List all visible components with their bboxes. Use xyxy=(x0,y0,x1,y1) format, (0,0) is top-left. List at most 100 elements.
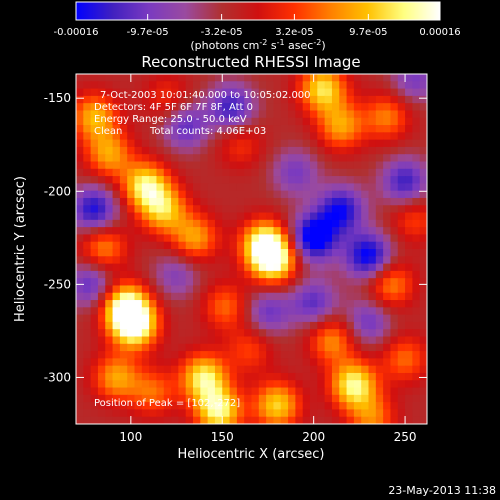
heatmap-cell xyxy=(222,219,231,228)
heatmap-cell xyxy=(214,241,223,250)
heatmap-cell xyxy=(419,81,427,90)
heatmap-cell xyxy=(76,292,84,301)
heatmap-cell xyxy=(149,81,158,90)
heatmap-cell xyxy=(368,402,377,411)
heatmap-cell xyxy=(105,125,114,133)
heatmap-cell xyxy=(353,256,362,265)
heatmap-cell xyxy=(280,110,289,119)
heatmap-cell xyxy=(185,336,194,345)
heatmap-cell xyxy=(163,372,172,381)
heatmap-cell xyxy=(412,132,421,141)
heatmap-cell xyxy=(236,358,245,367)
heatmap-cell xyxy=(266,139,275,148)
heatmap-cell xyxy=(375,256,384,265)
heatmap-cell xyxy=(156,205,165,214)
heatmap-cell xyxy=(288,81,296,90)
heatmap-cell xyxy=(288,183,296,192)
heatmap-cell xyxy=(229,74,238,82)
heatmap-cell xyxy=(397,197,406,206)
heatmap-cell xyxy=(244,132,253,141)
heatmap-cell xyxy=(83,139,92,148)
heatmap-cell xyxy=(258,81,267,90)
heatmap-cell xyxy=(178,387,187,396)
heatmap-cell xyxy=(119,176,128,184)
heatmap-cell xyxy=(280,416,289,424)
heatmap-cell xyxy=(397,321,406,330)
heatmap-cell xyxy=(273,263,282,272)
heatmap-cell xyxy=(331,394,340,403)
heatmap-cell xyxy=(141,394,150,403)
heatmap-cell xyxy=(368,103,377,112)
heatmap-cell xyxy=(156,81,165,90)
heatmap-cell xyxy=(141,146,150,155)
heatmap-cell xyxy=(222,88,231,97)
heatmap-cell xyxy=(339,205,348,214)
heatmap-cell xyxy=(273,394,282,403)
heatmap-cell xyxy=(317,365,326,374)
heatmap-cell xyxy=(353,358,362,367)
heatmap-cell xyxy=(324,329,333,338)
heatmap-cell xyxy=(353,249,362,257)
heatmap-cell xyxy=(339,183,348,192)
heatmap-cell xyxy=(368,394,377,403)
heatmap-cell xyxy=(214,278,223,287)
heatmap-cell xyxy=(390,139,399,148)
heatmap-cell xyxy=(163,74,172,82)
heatmap-cell xyxy=(200,365,209,374)
heatmap-cell xyxy=(229,88,238,97)
y-tick-label: -200 xyxy=(44,184,71,198)
heatmap-cell xyxy=(397,176,406,184)
heatmap-cell xyxy=(368,197,377,206)
plot-frame xyxy=(75,73,428,425)
heatmap-cell xyxy=(193,146,201,155)
heatmap-cell xyxy=(368,380,377,389)
heatmap-cell xyxy=(353,125,362,133)
heatmap-cell xyxy=(258,183,267,192)
heatmap-cell xyxy=(90,314,99,323)
heatmap-cell xyxy=(324,227,333,236)
heatmap-cell xyxy=(266,219,275,228)
heatmap-cell xyxy=(97,416,106,424)
heatmap-cell xyxy=(397,81,406,90)
heatmap-cell xyxy=(302,256,311,265)
heatmap-cell xyxy=(214,329,223,338)
heatmap-cell xyxy=(346,241,355,250)
heatmap-cell xyxy=(112,358,121,367)
heatmap-cell xyxy=(375,125,384,133)
heatmap-cell xyxy=(273,125,282,133)
heatmap-cell xyxy=(383,74,392,82)
heatmap-cell xyxy=(90,300,99,308)
heatmap-cell xyxy=(353,416,362,424)
heatmap-cell xyxy=(185,263,194,272)
heatmap-cell xyxy=(127,132,136,141)
heatmap-cell xyxy=(383,358,392,367)
heatmap-cell xyxy=(324,212,333,221)
heatmap-cell xyxy=(112,321,121,330)
heatmap-cell xyxy=(193,241,201,250)
heatmap-cell xyxy=(302,168,311,177)
heatmap-cell xyxy=(273,285,282,294)
heatmap-cell xyxy=(105,402,114,411)
heatmap-cell xyxy=(412,300,421,308)
heatmap-cell xyxy=(185,380,194,389)
heatmap-cell xyxy=(412,394,421,403)
heatmap-cell xyxy=(149,278,158,287)
heatmap-cell xyxy=(156,263,165,272)
heatmap-cell xyxy=(266,110,275,119)
heatmap-cell xyxy=(97,125,106,133)
heatmap-cell xyxy=(368,351,377,359)
heatmap-cell xyxy=(244,241,253,250)
heatmap-cell xyxy=(127,95,136,104)
heatmap-cell xyxy=(317,394,326,403)
heatmap-cell xyxy=(76,110,84,119)
heatmap-cell xyxy=(251,416,260,424)
heatmap-cell xyxy=(368,212,377,221)
heatmap-cell xyxy=(273,139,282,148)
heatmap-cell xyxy=(266,329,275,338)
heatmap-cell xyxy=(222,183,231,192)
heatmap-cell xyxy=(178,176,187,184)
heatmap-cell xyxy=(331,103,340,112)
heatmap-cell xyxy=(258,146,267,155)
heatmap-cell xyxy=(331,314,340,323)
y-axis-label: Heliocentric Y (arcsec) xyxy=(13,176,28,322)
